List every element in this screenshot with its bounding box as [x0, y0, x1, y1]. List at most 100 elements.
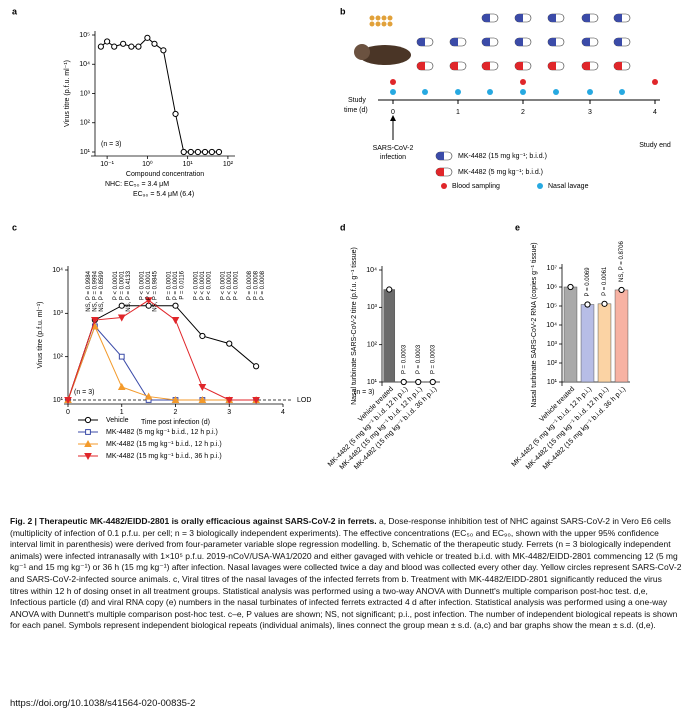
virus-icon [381, 21, 387, 27]
point [400, 378, 407, 386]
panel-label: e [515, 222, 520, 232]
p-value: P = 0.0061 [602, 266, 608, 296]
pill-half [614, 62, 622, 70]
pill-half [450, 38, 458, 46]
point [111, 43, 118, 50]
p-value: P = 0.0001 [119, 270, 125, 300]
panel-label: a [12, 6, 18, 16]
y-axis-label: Virus titre (p.f.u. ml⁻¹) [37, 302, 44, 369]
point [84, 439, 92, 447]
point [171, 395, 180, 403]
y-tick-label: 10¹ [367, 379, 378, 386]
lavage-dot [520, 89, 526, 95]
p-value: P < 0.0001 [206, 270, 212, 300]
point [567, 283, 574, 291]
pill-half [548, 38, 556, 46]
lavage-dot [587, 89, 593, 95]
point [172, 110, 179, 118]
point [117, 314, 126, 322]
y-tick-label: 10² [367, 342, 378, 349]
pill-half [482, 62, 490, 70]
point [171, 317, 180, 325]
point [618, 286, 625, 294]
y-tick-label: 10⁵ [79, 32, 90, 39]
point [84, 453, 92, 461]
legend-label: MK-4482 (15 mg kg⁻¹ b.i.d., 36 h p.i.) [106, 453, 222, 460]
lavage-dot [619, 89, 625, 95]
series-line [67, 325, 257, 401]
day-label: 1 [456, 109, 460, 116]
point [144, 34, 151, 41]
legend-label: Vehicle [106, 417, 129, 424]
point [215, 148, 223, 156]
lod-label: LOD [297, 397, 311, 404]
pill-half [417, 38, 425, 46]
y-tick-label: 10¹ [53, 397, 64, 404]
point [160, 47, 167, 54]
p-value: P < 0.0001 [227, 270, 233, 300]
series-line [100, 37, 219, 153]
point [144, 392, 153, 400]
point [252, 397, 260, 405]
legend-label: MK-4482 (5 mg kg⁻¹; b.i.d.) [458, 169, 543, 176]
note: (n = 3) [354, 389, 374, 396]
time-label: time (d) [344, 107, 368, 114]
ec50: NHC: EC₅₀ = 3.4 μM [105, 181, 169, 188]
arrow-head [390, 115, 396, 121]
virus-icon [387, 21, 393, 27]
y-tick-label: 10⁷ [547, 265, 558, 272]
note: (n = 3) [74, 389, 94, 396]
point [429, 378, 436, 386]
x-tick-label: 10⁻¹ [100, 161, 114, 168]
point [144, 297, 153, 305]
p-value: P < 0.0001 [113, 270, 119, 300]
lavage-dot [487, 89, 493, 95]
figure: a b c d e 10¹ 10² 10³ 10⁴ 10⁵ Virus titre (p.f.u. … [12, 6, 671, 471]
y-tick-label: 10³ [80, 90, 91, 97]
point [104, 38, 111, 45]
point [91, 322, 99, 330]
pill-half [614, 14, 622, 22]
x-axis-label: Time post infection (d) [141, 419, 210, 426]
virus-icon [369, 21, 375, 27]
p-value: NS, P = 0.9845 [153, 270, 159, 311]
x-tick-label: 4 [281, 409, 285, 416]
virus-icon [381, 15, 387, 21]
ferret [359, 45, 411, 65]
caption: Fig. 2 | Therapeutic MK-4482/EIDD-2801 i… [10, 516, 682, 632]
point [198, 395, 207, 403]
p-value: P = 0.0008 [254, 270, 260, 300]
ec90: EC₉₀ = 5.4 μM (6.4) [133, 191, 194, 198]
day-label: 2 [521, 109, 525, 116]
study-end: Study end [639, 142, 671, 149]
p-value: P = 0.0001 [167, 270, 173, 300]
legend-label: Nasal lavage [548, 183, 589, 190]
legend-label: MK-4482 (15 mg kg⁻¹ b.i.d., 12 h p.i.) [106, 441, 222, 448]
p-value: NS, P = 0.9994 [92, 270, 98, 311]
p-value: P < 0.0001 [193, 270, 199, 300]
point [172, 302, 179, 309]
bar [597, 303, 612, 383]
time-label: Study [348, 97, 366, 104]
day-label: 3 [588, 109, 592, 116]
y-tick-label: 10² [53, 354, 64, 361]
y-tick-label: 10¹ [80, 149, 91, 156]
point [201, 148, 209, 156]
lavage-dot [553, 89, 559, 95]
y-tick-label: 10³ [547, 341, 558, 348]
bar [563, 286, 578, 383]
y-tick-label: 10⁴ [546, 322, 557, 329]
p-value: P < 0.0001 [140, 270, 146, 300]
x-tick-label: 10¹ [183, 161, 194, 168]
series-line [67, 325, 257, 401]
point [117, 382, 126, 390]
p-value: P = 0.0116 [180, 270, 186, 299]
legend-lavage [537, 183, 543, 189]
y-tick-label: 10¹ [547, 379, 558, 386]
p-value: P = 0.0008 [247, 270, 253, 300]
x-tick-label: 10⁰ [142, 160, 153, 168]
virus-icon [375, 15, 381, 21]
point [584, 301, 591, 308]
pill-half [548, 14, 556, 22]
